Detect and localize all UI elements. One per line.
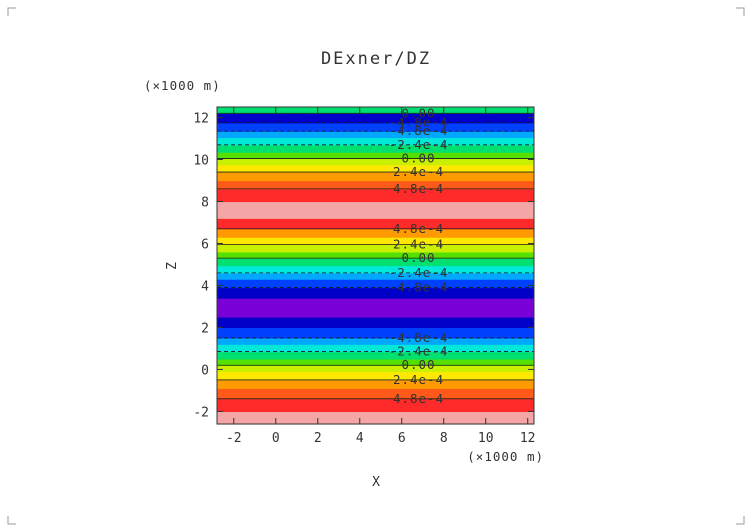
heatmap-band-24 [217,188,534,203]
contour-label-16: 0.00 [401,105,435,120]
x-tick-label-3: 4 [356,431,364,446]
heatmap-band-34 [217,113,534,124]
contour-label-0: 4.8e-4 [393,391,444,406]
y-tick-label-1: 0 [201,363,209,378]
contour-label-4: -4.8e-4 [389,330,449,345]
x-tick-label-4: 6 [398,431,406,446]
contour-label-6: -2.4e-4 [389,265,449,280]
x-tick-label-7: 12 [520,431,536,446]
heatmap-band-25 [217,180,534,190]
heatmap-bands [217,107,534,425]
y-tick-label-3: 4 [201,279,209,294]
y-tick-label-0: -2 [193,405,209,420]
heatmap-band-15 [217,272,534,280]
contour-label-14: -4.8e-4 [389,123,449,138]
y-axis-ticks: -2 0 2 4 6 8 10 12 [193,111,534,420]
heatmap-band-4 [217,371,534,381]
y-tick-label-2: 2 [201,321,209,336]
y-axis-label: Z [165,262,180,270]
contour-label-3: -2.4e-4 [389,344,449,359]
contour-label-5: -4.8e-4 [389,280,449,295]
heatmap-band-8 [217,344,534,353]
corner-mark-top-right [736,7,745,16]
contour-label-13: -2.4e-4 [389,137,449,152]
plot-frame [216,106,535,425]
heatmap-band-12 [217,298,534,318]
heatmap-band-10 [217,327,534,339]
corner-mark-top-left [7,7,16,16]
heatmap-band-29 [217,152,534,160]
heatmap-band-22 [217,218,534,230]
x-axis-ticks: -2 0 2 4 6 8 10 12 [226,107,536,446]
y-tick-label-5: 8 [201,195,209,210]
contour-label-15: -4.8e-4 [389,115,449,130]
y-tick-label-6: 10 [193,153,209,168]
chart-title: DExner/DZ [321,49,431,69]
contour-label-1: 2.4e-4 [393,372,444,387]
heatmap-band-6 [217,358,534,366]
heatmap-band-11 [217,316,534,329]
heatmap-band-31 [217,137,534,146]
contour-label-2: 0.00 [401,357,435,372]
x-tick-label-0: -2 [226,431,242,446]
heatmap-band-20 [217,237,534,246]
x-tick-label-6: 10 [478,431,494,446]
heatmap-band-7 [217,351,534,360]
x-tick-label-2: 2 [314,431,322,446]
heatmap-band-1 [217,398,534,413]
contour-label-11: 2.4e-4 [393,164,444,179]
heatmap-band-21 [217,228,534,238]
heatmap-band-23 [217,201,534,219]
heatmap-band-27 [217,164,534,173]
contour-label-10: 4.8e-4 [393,181,444,196]
y-tick-label-7: 12 [193,111,209,126]
heatmap-band-19 [217,244,534,253]
heatmap-band-3 [217,379,534,389]
heatmap-band-18 [217,251,534,259]
x-unit-label: (×1000 m) [467,449,544,464]
contour-label-9: 4.8e-4 [393,221,444,236]
heatmap-band-32 [217,131,534,139]
heatmap-band-35 [217,107,534,114]
heatmap-band-13 [217,287,534,299]
contour-labels: 4.8e-42.4e-40.00-2.4e-4-4.8e-4-4.8e-4-2.… [389,105,449,406]
heatmap-band-30 [217,144,534,153]
y-tick-label-4: 6 [201,237,209,252]
heatmap-band-28 [217,158,534,166]
corner-mark-bottom-left [7,516,16,525]
heatmap-band-9 [217,337,534,345]
heatmap-band-26 [217,172,534,182]
contour-lines [217,112,534,400]
heatmap-band-14 [217,279,534,289]
heatmap-band-0 [217,411,534,425]
y-unit-label: (×1000 m) [144,78,221,93]
heatmap-band-33 [217,122,534,132]
contour-label-8: 2.4e-4 [393,237,444,252]
heatmap-band-5 [217,365,534,373]
contour-label-12: 0.00 [401,150,435,165]
x-tick-label-1: 0 [272,431,280,446]
heatmap-band-17 [217,258,534,267]
corner-marks [7,7,745,525]
heatmap-band-2 [217,388,534,400]
heatmap-band-16 [217,265,534,274]
contour-label-7: 0.00 [401,250,435,265]
x-tick-label-5: 8 [440,431,448,446]
x-axis-label: X [372,475,380,490]
corner-mark-bottom-right [736,516,745,525]
